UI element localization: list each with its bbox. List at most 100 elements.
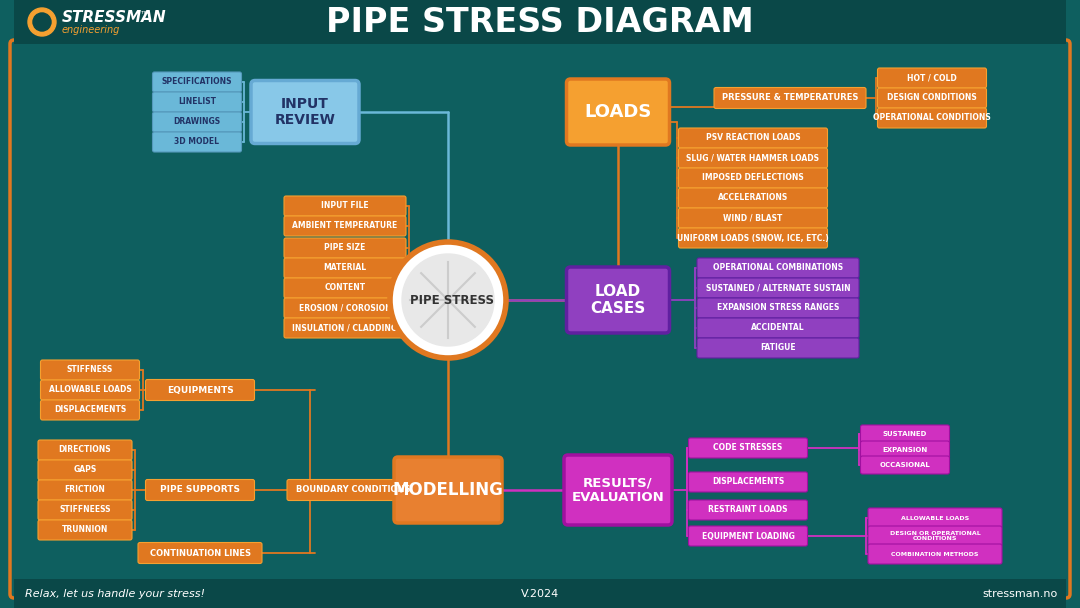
Text: FATIGUE: FATIGUE bbox=[760, 344, 796, 353]
Text: FRICTION: FRICTION bbox=[65, 486, 106, 494]
FancyBboxPatch shape bbox=[41, 360, 139, 380]
FancyBboxPatch shape bbox=[678, 208, 827, 228]
Text: PIPE STRESS DIAGRAM: PIPE STRESS DIAGRAM bbox=[326, 5, 754, 38]
FancyBboxPatch shape bbox=[41, 400, 139, 420]
Text: PIPE SUPPORTS: PIPE SUPPORTS bbox=[160, 486, 240, 494]
Text: EXPANSION: EXPANSION bbox=[882, 447, 928, 453]
FancyBboxPatch shape bbox=[152, 132, 242, 152]
FancyBboxPatch shape bbox=[861, 425, 949, 443]
Text: MODELLING: MODELLING bbox=[392, 481, 503, 499]
Text: stressman.no: stressman.no bbox=[983, 589, 1058, 599]
FancyBboxPatch shape bbox=[38, 480, 132, 500]
Text: SLUG / WATER HAMMER LOADS: SLUG / WATER HAMMER LOADS bbox=[687, 153, 820, 162]
Text: DIRECTIONS: DIRECTIONS bbox=[58, 446, 111, 455]
FancyBboxPatch shape bbox=[567, 79, 670, 145]
Text: DESIGN CONDITIONS: DESIGN CONDITIONS bbox=[887, 94, 977, 103]
FancyBboxPatch shape bbox=[697, 298, 859, 318]
Text: OPERATIONAL CONDITIONS: OPERATIONAL CONDITIONS bbox=[873, 114, 990, 122]
Text: Relax, let us handle your stress!: Relax, let us handle your stress! bbox=[25, 589, 205, 599]
Text: PIPE SIZE: PIPE SIZE bbox=[324, 243, 366, 252]
Text: CODE STRESSES: CODE STRESSES bbox=[714, 443, 783, 452]
FancyBboxPatch shape bbox=[697, 278, 859, 298]
FancyBboxPatch shape bbox=[152, 72, 242, 92]
Text: V.2024: V.2024 bbox=[521, 589, 559, 599]
FancyBboxPatch shape bbox=[284, 278, 406, 298]
Circle shape bbox=[28, 8, 56, 36]
Text: DISPLACEMENTS: DISPLACEMENTS bbox=[54, 406, 126, 415]
Text: ACCELERATIONS: ACCELERATIONS bbox=[718, 193, 788, 202]
Text: INSULATION / CLADDING: INSULATION / CLADDING bbox=[293, 323, 397, 333]
FancyBboxPatch shape bbox=[284, 298, 406, 318]
Bar bbox=[14, 0, 1066, 44]
FancyBboxPatch shape bbox=[152, 92, 242, 112]
Text: SUSTAINED: SUSTAINED bbox=[882, 431, 928, 437]
FancyBboxPatch shape bbox=[678, 128, 827, 148]
Text: STRESSMAN: STRESSMAN bbox=[62, 10, 166, 24]
Text: engineering: engineering bbox=[62, 25, 120, 35]
FancyBboxPatch shape bbox=[287, 480, 419, 500]
FancyBboxPatch shape bbox=[868, 544, 1002, 564]
Text: LINELIST: LINELIST bbox=[178, 97, 216, 106]
Text: PIPE STRESS: PIPE STRESS bbox=[410, 294, 494, 306]
FancyBboxPatch shape bbox=[567, 267, 670, 333]
Text: LOADS: LOADS bbox=[584, 103, 651, 121]
Text: INPUT
REVIEW: INPUT REVIEW bbox=[274, 97, 336, 127]
Text: EXPANSION STRESS RANGES: EXPANSION STRESS RANGES bbox=[717, 303, 839, 313]
Text: STIFFNEESS: STIFFNEESS bbox=[59, 505, 111, 514]
Text: EROSION / COROSION: EROSION / COROSION bbox=[299, 303, 391, 313]
FancyBboxPatch shape bbox=[38, 460, 132, 480]
FancyBboxPatch shape bbox=[877, 68, 986, 88]
FancyBboxPatch shape bbox=[38, 520, 132, 540]
Text: SPECIFICATIONS: SPECIFICATIONS bbox=[162, 77, 232, 86]
FancyBboxPatch shape bbox=[284, 318, 406, 338]
FancyBboxPatch shape bbox=[146, 379, 255, 401]
Text: DESIGN OR OPERATIONAL
CONDITIONS: DESIGN OR OPERATIONAL CONDITIONS bbox=[890, 531, 981, 541]
Text: COMBINATION METHODS: COMBINATION METHODS bbox=[891, 551, 978, 556]
Text: ALLOWABLE LOADS: ALLOWABLE LOADS bbox=[49, 385, 132, 395]
FancyBboxPatch shape bbox=[284, 216, 406, 236]
FancyBboxPatch shape bbox=[861, 441, 949, 459]
FancyBboxPatch shape bbox=[861, 456, 949, 474]
Text: WIND / BLAST: WIND / BLAST bbox=[724, 213, 783, 223]
Text: PRESSURE & TEMPERATURES: PRESSURE & TEMPERATURES bbox=[721, 94, 859, 103]
FancyBboxPatch shape bbox=[689, 526, 808, 546]
Circle shape bbox=[390, 242, 507, 358]
Text: OPERATIONAL COMBINATIONS: OPERATIONAL COMBINATIONS bbox=[713, 263, 843, 272]
Text: UNIFORM LOADS (SNOW, ICE, ETC.): UNIFORM LOADS (SNOW, ICE, ETC.) bbox=[677, 233, 828, 243]
Text: INPUT FILE: INPUT FILE bbox=[321, 201, 368, 210]
FancyBboxPatch shape bbox=[678, 228, 827, 248]
Text: RESTRAINT LOADS: RESTRAINT LOADS bbox=[708, 505, 787, 514]
Bar bbox=[14, 579, 1066, 608]
Text: ALLOWABLE LOADS: ALLOWABLE LOADS bbox=[901, 516, 969, 520]
Text: CONTENT: CONTENT bbox=[324, 283, 365, 292]
Text: HOT / COLD: HOT / COLD bbox=[907, 74, 957, 83]
FancyBboxPatch shape bbox=[394, 457, 502, 523]
Text: DRAWINGS: DRAWINGS bbox=[174, 117, 220, 126]
FancyBboxPatch shape bbox=[689, 500, 808, 520]
FancyBboxPatch shape bbox=[41, 380, 139, 400]
FancyBboxPatch shape bbox=[138, 542, 262, 564]
FancyBboxPatch shape bbox=[714, 88, 866, 108]
Text: OCCASIONAL: OCCASIONAL bbox=[879, 462, 930, 468]
Text: STIFFNESS: STIFFNESS bbox=[67, 365, 113, 375]
FancyBboxPatch shape bbox=[564, 455, 672, 525]
Text: IMPOSED DEFLECTIONS: IMPOSED DEFLECTIONS bbox=[702, 173, 804, 182]
Text: DISPLACEMENTS: DISPLACEMENTS bbox=[712, 477, 784, 486]
Text: CONTINUATION LINES: CONTINUATION LINES bbox=[149, 548, 251, 558]
FancyBboxPatch shape bbox=[697, 258, 859, 278]
FancyBboxPatch shape bbox=[284, 258, 406, 278]
FancyBboxPatch shape bbox=[284, 238, 406, 258]
FancyBboxPatch shape bbox=[697, 318, 859, 338]
FancyBboxPatch shape bbox=[678, 188, 827, 208]
FancyBboxPatch shape bbox=[689, 438, 808, 458]
FancyBboxPatch shape bbox=[38, 500, 132, 520]
Text: TRUNNION: TRUNNION bbox=[62, 525, 108, 534]
Circle shape bbox=[33, 13, 51, 31]
FancyBboxPatch shape bbox=[251, 80, 359, 143]
FancyBboxPatch shape bbox=[146, 480, 255, 500]
FancyBboxPatch shape bbox=[678, 148, 827, 168]
Text: RESULTS/
EVALUATION: RESULTS/ EVALUATION bbox=[571, 476, 664, 504]
Text: GAPS: GAPS bbox=[73, 466, 96, 474]
FancyBboxPatch shape bbox=[38, 440, 132, 460]
FancyBboxPatch shape bbox=[152, 112, 242, 132]
